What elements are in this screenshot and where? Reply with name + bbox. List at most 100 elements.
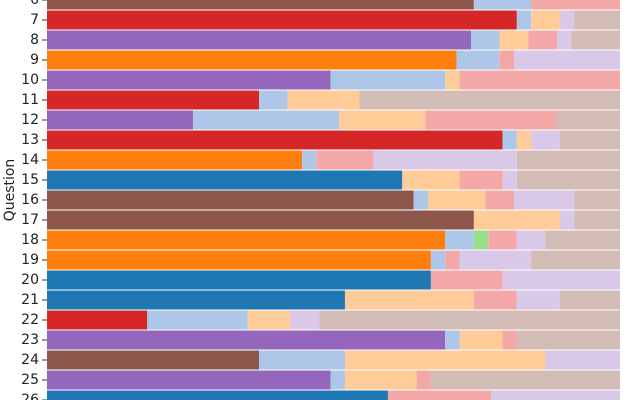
bar-q26-seg-1 [47,390,388,400]
bar-q10-seg-4 [459,70,620,90]
bar-q7-seg-5 [574,10,620,30]
bar-q7-seg-4 [559,10,575,30]
bar-q8-seg-4 [528,30,557,50]
bar-q17-seg-2 [473,210,560,230]
bar-q17-seg-4 [574,210,620,230]
bar-q12-seg-1 [47,110,194,130]
bar-q26-seg-2 [387,390,492,400]
bar-q25-seg-4 [416,370,431,390]
bar-q11-seg-2 [259,90,288,110]
bar-q22-seg-5 [319,310,620,330]
bar-q15-seg-2 [402,170,460,190]
bar-q19-seg-1 [47,250,431,270]
bar-q12-seg-3 [339,110,426,130]
y-tick-label-21: 21 [21,292,39,308]
y-tick-label-18: 18 [21,232,39,248]
bar-q9-seg-3 [499,50,514,70]
y-tick-label-14: 14 [21,152,39,168]
bar-q18-seg-5 [516,230,546,250]
y-tick-label-11: 11 [21,92,39,108]
bar-q20-seg-2 [430,270,503,290]
bar-q23-seg-5 [516,330,620,350]
bar-q22-seg-4 [290,310,320,330]
bars-layer [47,0,621,400]
bar-q21-seg-2 [344,290,474,310]
bar-q7-seg-2 [516,10,532,30]
y-tick-label-15: 15 [21,172,39,188]
bar-q12-seg-4 [425,110,557,130]
bar-q8-seg-5 [556,30,572,50]
y-tick-label-16: 16 [21,192,39,208]
bar-q7-seg-1 [47,10,517,30]
bar-q16-seg-3 [428,190,486,210]
bar-q23-seg-1 [47,330,446,350]
bar-q16-seg-5 [514,190,575,210]
bar-q20-seg-3 [502,270,620,290]
y-axis-title-group: Question [2,159,18,222]
bar-q9-seg-4 [513,50,620,70]
bar-q18-seg-3 [473,230,489,250]
bar-q23-seg-4 [502,330,517,350]
bar-q17-seg-3 [559,210,575,230]
bar-q15-seg-4 [502,170,517,190]
bar-q8-seg-3 [499,30,529,50]
y-tick-label-17: 17 [21,212,39,228]
bar-q18-seg-2 [445,230,474,250]
bar-q14-seg-1 [47,150,302,170]
bar-q13-seg-5 [559,130,621,150]
bar-q11-seg-1 [47,90,260,110]
y-axis-ticks: 6 7 8 9 10 11 12 13 14 15 16 17 18 19 20 21 22 23 24 25 26 [21,0,47,400]
bar-q20-seg-1 [47,270,431,290]
y-tick-label-22: 22 [21,312,39,328]
y-tick-label-19: 19 [21,252,39,268]
bar-q6-seg-3 [531,0,620,10]
bar-q11-seg-4 [359,90,620,110]
bar-q23-seg-3 [459,330,503,350]
y-tick-label-9: 9 [30,52,39,68]
y-tick-label-23: 23 [21,332,39,348]
bar-q13-seg-1 [47,130,503,150]
y-tick-label-7: 7 [30,12,39,28]
y-tick-label-26: 26 [21,392,39,400]
bar-q22-seg-1 [47,310,148,330]
bar-q18-seg-6 [545,230,620,250]
bar-q16-seg-4 [485,190,514,210]
bar-q25-seg-3 [344,370,417,390]
bar-q13-seg-2 [502,130,517,150]
y-tick-label-10: 10 [21,72,39,88]
bar-q23-seg-2 [445,330,460,350]
bar-q14-seg-4 [373,150,517,170]
bar-q19-seg-5 [531,250,620,270]
y-tick-label-20: 20 [21,272,39,288]
bar-q25-seg-1 [47,370,331,390]
bar-q13-seg-4 [531,130,560,150]
bar-q22-seg-3 [247,310,291,330]
bar-q19-seg-4 [459,250,532,270]
bar-q19-seg-3 [445,250,460,270]
y-tick-label-25: 25 [21,372,39,388]
bar-q21-seg-4 [516,290,560,310]
y-tick-label-13: 13 [21,132,39,148]
bar-q8-seg-1 [47,30,472,50]
bar-q10-seg-3 [445,70,460,90]
bar-q21-seg-3 [473,290,517,310]
bar-q26-seg-3 [491,390,620,400]
bar-q9-seg-2 [456,50,500,70]
bar-q8-seg-2 [471,30,500,50]
bar-q6-seg-2 [473,0,532,10]
y-axis-title: Question [2,159,18,222]
bar-q15-seg-5 [516,170,620,190]
bar-q25-seg-2 [330,370,345,390]
bar-q10-seg-1 [47,70,331,90]
bar-q9-seg-1 [47,50,457,70]
bar-q12-seg-2 [193,110,340,130]
y-tick-label-6: 6 [30,0,39,8]
y-tick-label-12: 12 [21,112,39,128]
bar-q24-seg-2 [259,350,345,370]
bar-q11-seg-3 [287,90,360,110]
bar-q16-seg-1 [47,190,414,210]
bar-q21-seg-1 [47,290,345,310]
bar-q22-seg-2 [147,310,248,330]
